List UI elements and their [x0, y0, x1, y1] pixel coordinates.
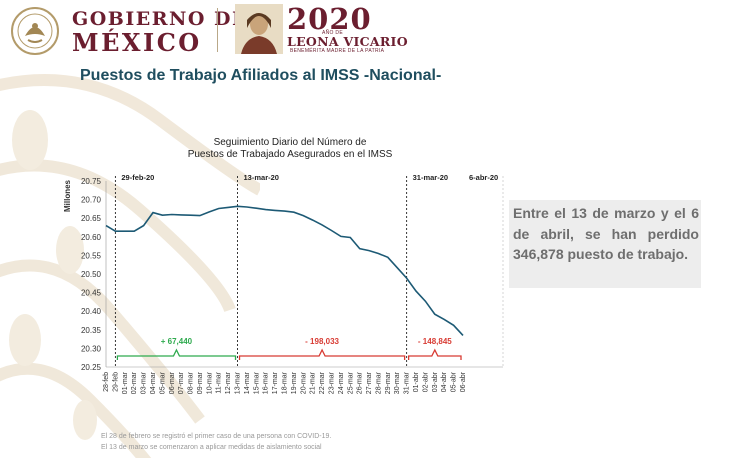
annotation-label: + 67,440 — [161, 337, 193, 346]
x-tick-label: 03-mar — [141, 371, 148, 394]
series-line — [105, 205, 464, 336]
y-tick-label: 20.50 — [81, 270, 102, 279]
x-tick-label: 21-mar — [310, 371, 317, 394]
x-tick-label: 08-mar — [188, 371, 195, 394]
leona-vicario-portrait-icon — [235, 4, 283, 54]
chart-title-line2: Puestos de Trabajado Asegurados en el IM… — [187, 149, 393, 160]
info-text: Entre el 13 de marzo y el 6 de abril, se… — [513, 205, 699, 262]
marker-label: 29-feb-20 — [121, 173, 154, 182]
marker-label: 6-abr-20 — [469, 173, 498, 182]
y-tick-label: 20.60 — [81, 233, 102, 242]
x-tick-label: 13-mar — [235, 371, 242, 394]
x-tick-label: 18-mar — [282, 371, 289, 394]
x-tick-label: 12-mar — [225, 371, 232, 394]
y-tick-label: 20.70 — [81, 196, 102, 205]
x-tick-label: 23-mar — [328, 371, 335, 394]
annotation-bracket — [116, 348, 237, 360]
x-tick-label: 29-feb — [112, 372, 119, 392]
benemerita-label: BENEMÉRITA MADRE DE LA PATRIA — [290, 48, 385, 54]
x-tick-label: 09-mar — [197, 371, 204, 394]
x-tick-label: 04-abr — [441, 371, 448, 392]
x-tick-label: 20-mar — [300, 371, 307, 394]
national-seal-icon — [11, 7, 59, 55]
year-2020: 2020 — [287, 2, 372, 36]
y-tick-label: 20.30 — [81, 344, 102, 353]
x-tick-label: 05-mar — [159, 371, 166, 394]
x-tick-label: 26-mar — [357, 371, 364, 394]
x-tick-label: 28-mar — [375, 371, 382, 394]
x-tick-label: 24-mar — [338, 371, 345, 394]
x-tick-label: 07-mar — [178, 371, 185, 394]
year-small-label: AÑO DE — [322, 30, 343, 36]
y-tick-label: 20.45 — [81, 289, 102, 298]
x-tick-label: 27-mar — [366, 371, 373, 394]
annotation-bracket — [407, 348, 462, 360]
y-tick-label: 20.25 — [81, 363, 102, 372]
x-tick-label: 05-abr — [451, 371, 458, 392]
footnote-2: El 13 de marzo se comenzaron a aplicar m… — [101, 444, 322, 451]
header-divider — [217, 8, 218, 52]
y-axis-label: Millones — [63, 179, 72, 212]
gobierno-line2: MÉXICO — [72, 28, 202, 57]
x-tick-label: 02-mar — [131, 371, 138, 394]
x-tick-label: 03-abr — [432, 371, 439, 392]
x-tick-label: 29-mar — [385, 371, 392, 394]
chart-title: Seguimiento Diario del Número de Puestos… — [150, 137, 430, 161]
x-tick-label: 10-mar — [206, 371, 213, 394]
x-tick-label: 19-mar — [291, 371, 298, 394]
chart-title-line1: Seguimiento Diario del Número de — [213, 137, 367, 148]
x-tick-label: 11-mar — [216, 371, 223, 393]
leona-vicario-label: LEONA VICARIO — [287, 34, 408, 49]
x-tick-label: 25-mar — [347, 371, 354, 394]
header: GOBIERNO DE MÉXICO 2020 AÑO DE LEONA VIC… — [0, 0, 750, 60]
page-title: Puestos de Trabajo Afiliados al IMSS -Na… — [80, 67, 442, 84]
x-tick-label: 16-mar — [263, 371, 270, 394]
footnote-1: El 28 de febrero se registró el primer c… — [101, 433, 332, 440]
x-tick-label: 06-abr — [460, 371, 467, 392]
annotation-label: - 148,845 — [418, 337, 452, 346]
y-tick-label: 20.75 — [81, 177, 102, 186]
gobierno-line1: GOBIERNO DE — [72, 8, 248, 30]
x-tick-label: 17-mar — [272, 371, 279, 394]
x-tick-label: 01-mar — [122, 371, 129, 394]
x-tick-label: 01-abr — [413, 371, 420, 392]
info-box — [509, 200, 701, 288]
x-tick-label: 31-mar — [404, 371, 411, 394]
x-tick-label: 30-mar — [394, 371, 401, 394]
y-tick-label: 20.55 — [81, 251, 102, 260]
x-tick-label: 22-mar — [319, 371, 326, 394]
x-tick-label: 14-mar — [244, 371, 251, 394]
x-tick-label: 04-mar — [150, 371, 157, 394]
y-tick-label: 20.35 — [81, 326, 102, 335]
y-tick-label: 20.40 — [81, 307, 102, 316]
x-tick-label: 02-abr — [422, 371, 429, 392]
background-pattern — [0, 74, 260, 458]
annotation-bracket — [238, 348, 406, 360]
x-tick-label: 06-mar — [169, 371, 176, 394]
y-tick-label: 20.65 — [81, 214, 102, 223]
x-tick-label: 15-mar — [253, 371, 260, 394]
marker-label: 31-mar-20 — [413, 173, 448, 182]
x-tick-label: 28-feb — [103, 372, 110, 392]
marker-label: 13-mar-20 — [244, 173, 279, 182]
annotation-label: - 198,033 — [305, 337, 339, 346]
